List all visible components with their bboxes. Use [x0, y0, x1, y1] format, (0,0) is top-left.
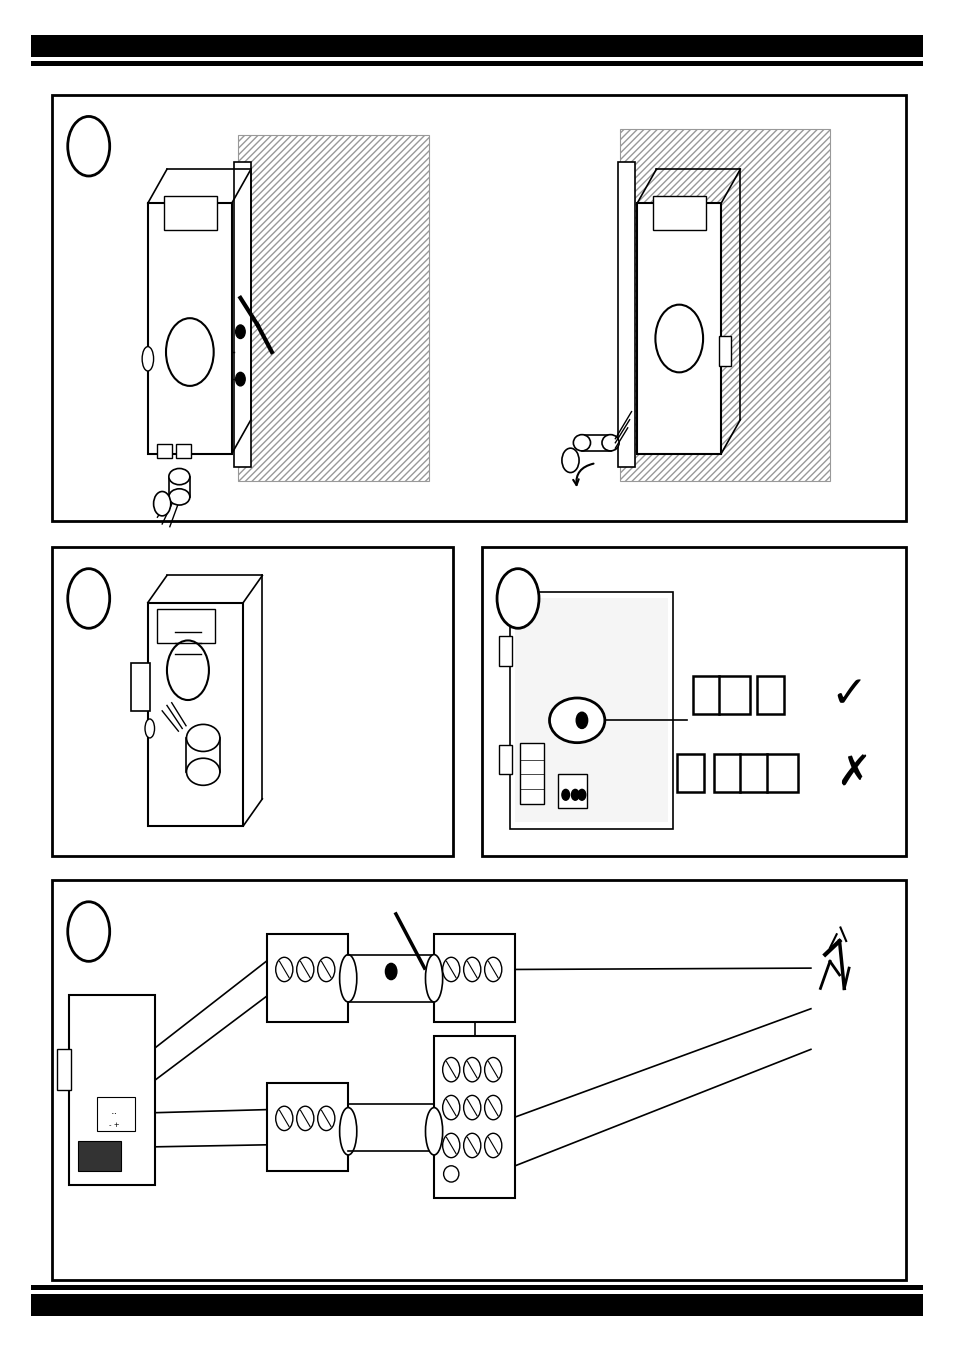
Bar [719, 336, 730, 366]
Bar [677, 754, 703, 792]
Bar [30, 1285, 923, 1290]
Ellipse shape [142, 347, 153, 371]
Circle shape [484, 1057, 501, 1082]
Ellipse shape [443, 1166, 458, 1182]
Bar [637, 203, 720, 454]
Circle shape [317, 1106, 335, 1131]
Bar [52, 880, 905, 1280]
Ellipse shape [169, 468, 190, 485]
Text: ✓: ✓ [829, 673, 867, 716]
Bar [233, 162, 251, 467]
Bar [157, 609, 214, 643]
Ellipse shape [425, 1108, 442, 1155]
Ellipse shape [601, 435, 618, 451]
Ellipse shape [561, 448, 578, 473]
Circle shape [167, 640, 209, 700]
Bar [515, 598, 667, 822]
Ellipse shape [186, 758, 219, 785]
Circle shape [655, 305, 702, 372]
Ellipse shape [573, 435, 590, 451]
Bar [57, 1049, 71, 1090]
Circle shape [317, 957, 335, 982]
Circle shape [235, 325, 245, 338]
Circle shape [463, 1133, 480, 1158]
Circle shape [561, 789, 569, 800]
Bar [238, 135, 429, 481]
Bar [498, 636, 512, 666]
Circle shape [484, 1095, 501, 1120]
Circle shape [484, 957, 501, 982]
Circle shape [578, 789, 585, 800]
Bar [498, 745, 512, 774]
Text: ✗: ✗ [836, 751, 870, 795]
Bar [713, 754, 797, 792]
Circle shape [442, 1095, 459, 1120]
Text: - +: - + [109, 1122, 120, 1128]
Circle shape [576, 712, 587, 728]
Circle shape [463, 1057, 480, 1082]
Circle shape [442, 1133, 459, 1158]
Bar [30, 35, 923, 57]
Bar [52, 547, 453, 856]
Bar [619, 129, 829, 481]
Text: ··: ·· [111, 1109, 118, 1120]
Ellipse shape [549, 699, 604, 742]
Circle shape [235, 372, 245, 386]
Bar [434, 1036, 515, 1198]
Bar [434, 934, 515, 1022]
Bar [131, 663, 150, 711]
Bar [618, 162, 635, 467]
Bar [176, 444, 191, 458]
Bar [481, 547, 905, 856]
Bar [157, 444, 172, 458]
Circle shape [442, 957, 459, 982]
Bar [30, 1294, 923, 1316]
Bar [30, 61, 923, 66]
Bar [78, 1141, 121, 1171]
Bar [148, 603, 243, 826]
Bar [69, 995, 154, 1185]
Ellipse shape [169, 489, 190, 505]
Circle shape [166, 318, 213, 386]
Circle shape [68, 116, 110, 176]
Circle shape [463, 1095, 480, 1120]
Circle shape [296, 1106, 314, 1131]
Circle shape [442, 1057, 459, 1082]
Circle shape [275, 1106, 293, 1131]
Bar [653, 196, 705, 230]
Circle shape [275, 957, 293, 982]
Bar [519, 743, 543, 804]
Bar [267, 1083, 348, 1171]
Bar [558, 774, 586, 808]
Circle shape [68, 569, 110, 628]
Circle shape [296, 957, 314, 982]
Circle shape [497, 569, 538, 628]
Bar [267, 934, 348, 1022]
Bar [97, 1097, 135, 1131]
Bar [757, 676, 783, 714]
Ellipse shape [339, 955, 356, 1002]
Ellipse shape [339, 1108, 356, 1155]
Circle shape [571, 789, 578, 800]
Ellipse shape [145, 719, 154, 738]
Circle shape [484, 1133, 501, 1158]
Ellipse shape [153, 492, 171, 516]
Bar [148, 203, 232, 454]
Circle shape [385, 963, 396, 980]
Bar [510, 592, 672, 829]
Ellipse shape [425, 955, 442, 1002]
Bar [164, 196, 216, 230]
Circle shape [68, 902, 110, 961]
Circle shape [463, 957, 480, 982]
Ellipse shape [186, 724, 219, 751]
Bar [52, 95, 905, 521]
Bar [692, 676, 749, 714]
